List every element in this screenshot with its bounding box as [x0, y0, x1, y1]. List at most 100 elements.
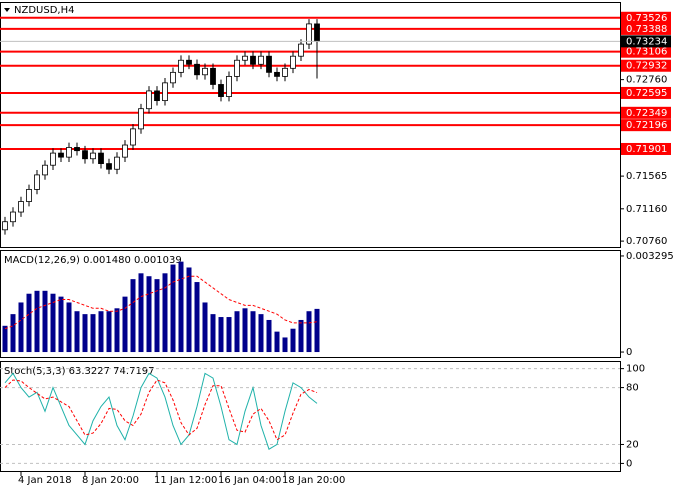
x-tick-label: 4 Jan 2018 [18, 475, 72, 486]
macd-bar [10, 314, 16, 353]
candle-body [194, 63, 200, 76]
candle-body [218, 84, 224, 97]
y-tick-label: 0.72760 [626, 75, 667, 86]
candle-body [98, 152, 104, 164]
candle-body [66, 147, 72, 158]
level-label-box [621, 142, 671, 155]
macd-bar [186, 267, 192, 353]
macd-bar [34, 290, 40, 353]
macd-bar [130, 279, 136, 353]
macd-bar [66, 302, 72, 353]
level-label-box [621, 22, 671, 35]
y-tick-label: 80 [626, 383, 639, 394]
candle-body [210, 67, 216, 85]
candle-body [50, 152, 56, 166]
macd-bar [106, 311, 112, 353]
macd-bar [314, 308, 320, 353]
y-tick-label: 0.70760 [626, 236, 667, 247]
macd-bar [138, 273, 144, 353]
candle-body [306, 23, 312, 45]
macd-bar [202, 302, 208, 353]
macd-bar [42, 290, 48, 353]
y-tick-label: 0 [626, 347, 632, 358]
candle-body [106, 163, 112, 170]
macd-bar [298, 319, 304, 353]
level-label: 0.73388 [626, 24, 667, 35]
macd-bar [154, 279, 160, 353]
candle-body [122, 144, 128, 158]
candle-body [90, 152, 96, 160]
macd-bar [306, 311, 312, 353]
macd-panel [0, 250, 621, 358]
candle-body [34, 174, 40, 190]
y-tick-label: 0.003295 [626, 251, 674, 262]
chart-title: NZDUSD,H4 [14, 5, 74, 16]
candle-body [242, 55, 248, 61]
macd-bar [82, 314, 88, 353]
current-price-box [621, 35, 671, 48]
candle-body [162, 82, 168, 102]
candle-body [10, 211, 16, 223]
signal-line [4, 275, 318, 330]
macd-bar [74, 311, 80, 353]
level-label: 0.72349 [626, 108, 667, 119]
macd-bar [274, 331, 280, 353]
macd-bar [114, 308, 120, 353]
candle-body [130, 128, 136, 146]
x-tick-label: 11 Jan 12:00 [154, 475, 217, 486]
macd-bar [122, 296, 128, 353]
macd-bar [178, 261, 184, 353]
candle-body [114, 156, 120, 170]
y-tick-label: 0.71565 [626, 171, 667, 182]
macd-title: MACD(12,26,9) 0.001480 0.001039 [4, 255, 182, 266]
candle-body [178, 59, 184, 73]
macd-bar [98, 311, 104, 353]
candle-body [82, 150, 88, 160]
candle-body [18, 201, 24, 213]
candle-body [282, 67, 288, 77]
level-label: 0.72196 [626, 120, 667, 131]
current-price-label: 0.73234 [626, 36, 667, 47]
level-label-box [621, 59, 671, 72]
candle-body [258, 55, 264, 65]
candle-body [58, 152, 64, 158]
candle-body [314, 23, 320, 42]
macd-bar [170, 264, 176, 353]
y-tick-label: 100 [626, 364, 645, 375]
stoch-title: Stoch(5,3,3) 63.3227 74.7197 [4, 366, 155, 377]
macd-bar [90, 314, 96, 353]
level-label-box [621, 45, 671, 58]
candle-body [202, 67, 208, 76]
x-tick-label: 16 Jan 04:00 [218, 475, 281, 486]
level-label: 0.73106 [626, 47, 667, 58]
candle-body [170, 71, 176, 84]
candle-body [138, 108, 144, 130]
macd-bar [162, 273, 168, 353]
macd-bar [242, 308, 248, 353]
level-label-box [621, 11, 671, 24]
level-label: 0.72932 [626, 61, 667, 72]
stoch-line [4, 372, 318, 450]
macd-bar [18, 302, 24, 353]
macd-bar [250, 311, 256, 353]
level-label: 0.71901 [626, 144, 667, 155]
candle-body [74, 147, 80, 152]
candle-body [42, 164, 48, 176]
macd-bar [258, 314, 264, 353]
candle-body [234, 59, 240, 77]
level-label-box [621, 106, 671, 119]
candle-body [274, 71, 280, 77]
stoch-panel [0, 361, 621, 472]
macd-bar [282, 337, 288, 353]
y-tick-label: 0.71160 [626, 204, 667, 215]
macd-bar [194, 282, 200, 353]
candle-body [266, 55, 272, 73]
level-label-box [621, 119, 671, 132]
candle-body [290, 55, 296, 69]
macd-bar [26, 293, 32, 353]
candle-body [298, 43, 304, 57]
macd-bar [50, 293, 56, 353]
candle-body [154, 90, 160, 102]
